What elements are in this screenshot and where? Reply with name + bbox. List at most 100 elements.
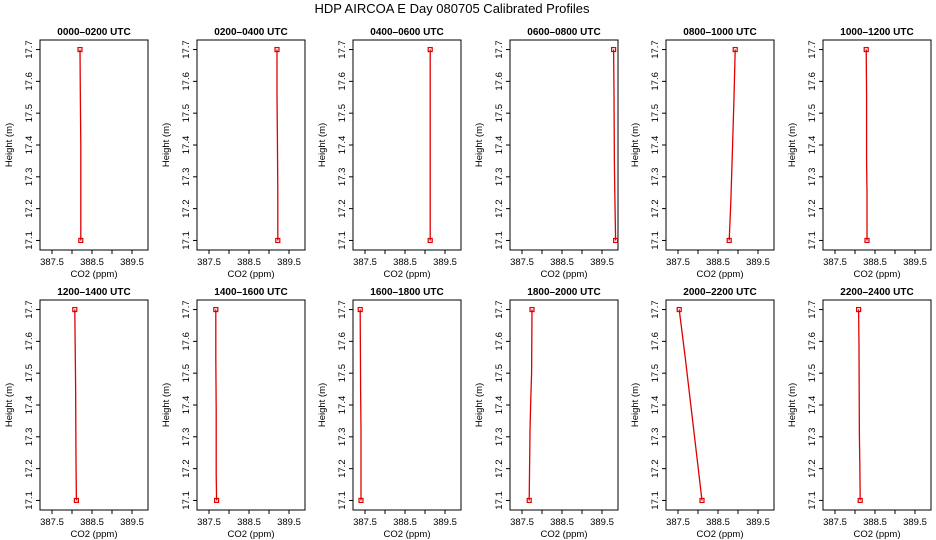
y-axis-label: Height (m) [630,123,641,167]
y-tick-label: 17.6 [807,72,818,91]
y-tick-label: 17.7 [24,40,35,59]
y-tick-label: 17.1 [337,231,348,250]
y-tick-label: 17.3 [650,168,661,187]
y-tick-label: 17.1 [181,491,192,510]
x-axis-label: CO2 (ppm) [697,269,744,280]
panel-10: 1800–2000 UTC 387.5 388.5 389.5 17.1 17.2 17.3… [474,287,619,540]
y-tick-label: 17.7 [181,40,192,59]
y-tick-label: 17.4 [494,136,505,155]
x-tick-label: 388.5 [706,517,730,528]
y-tick-label: 17.7 [650,40,661,59]
y-tick-label: 17.4 [650,136,661,155]
y-axis-label: Height (m) [317,123,328,167]
y-tick-label: 17.5 [181,104,192,123]
panel-11: 2000–2200 UTC 387.5 388.5 389.5 17.1 17.2 17.3… [630,287,775,540]
x-tick-label: 389.5 [590,517,614,528]
panel-1: 0000–0200 UTC 387.5 388.5 389.5 17.1 17.2 17.3… [4,27,149,280]
y-tick-label: 17.7 [337,40,348,59]
x-tick-label: 387.5 [40,517,64,528]
profile-point [78,237,84,244]
y-tick-label: 17.4 [650,396,661,415]
profile-point [275,237,281,244]
figure-title: HDP AIRCOA E Day 080705 Calibrated Profi… [314,1,590,16]
x-tick-label: 387.5 [510,257,534,268]
y-tick-label: 17.3 [181,428,192,447]
y-tick-label: 17.3 [181,168,192,187]
y-tick-label: 17.5 [807,364,818,383]
panel-title: 1600–1800 UTC [370,287,443,298]
y-tick-label: 17.7 [181,300,192,319]
profile-line [528,309,533,501]
plot-frame [39,299,149,511]
plot-frame [509,299,619,511]
y-tick-label: 17.3 [337,428,348,447]
y-tick-label: 17.6 [650,332,661,351]
y-tick-label: 17.2 [24,199,35,218]
x-tick-label: 387.5 [353,257,377,268]
panel-title: 1800–2000 UTC [527,287,600,298]
x-tick-label: 388.5 [80,517,104,528]
profile-point [427,237,433,244]
profile-line [215,309,218,501]
profile-line [79,49,82,241]
x-tick-label: 387.5 [666,257,690,268]
plot-frame [822,299,932,511]
profile-point [358,497,364,504]
plot-frame [352,39,462,251]
profile-point [857,497,863,504]
x-tick-label: 389.5 [277,517,301,528]
profile-line [728,49,736,241]
plot-frame [509,39,619,251]
x-tick-label: 388.5 [393,257,417,268]
y-tick-label: 17.7 [807,300,818,319]
profile-line [857,309,861,501]
y-tick-label: 17.6 [650,72,661,91]
y-tick-label: 17.6 [337,72,348,91]
profile-point [732,46,738,53]
y-tick-label: 17.4 [494,396,505,415]
y-tick-label: 17.4 [24,136,35,155]
y-axis-label: Height (m) [4,383,15,427]
y-axis-label: Height (m) [161,123,172,167]
x-axis-label: CO2 (ppm) [541,269,588,280]
profile-point [529,306,535,313]
y-tick-label: 17.6 [24,332,35,351]
y-tick-label: 17.2 [807,199,818,218]
panel-title: 1400–1600 UTC [214,287,287,298]
x-tick-label: 389.5 [746,517,770,528]
y-tick-label: 17.2 [650,459,661,478]
y-tick-label: 17.6 [337,332,348,351]
profile-point [214,497,220,504]
x-tick-label: 389.5 [277,257,301,268]
y-tick-label: 17.1 [494,231,505,250]
x-axis-label: CO2 (ppm) [71,269,118,280]
profile-line [865,49,868,241]
x-tick-label: 388.5 [80,257,104,268]
profile-point [726,237,732,244]
x-tick-label: 389.5 [903,517,927,528]
y-tick-label: 17.2 [24,459,35,478]
x-tick-label: 388.5 [237,257,261,268]
y-tick-label: 17.2 [181,199,192,218]
panel-6: 1000–1200 UTC 387.5 388.5 389.5 17.1 17.2 17.3… [787,27,932,280]
profile-point [274,46,280,53]
panel-title: 0800–1000 UTC [683,27,756,38]
profile-point [526,497,532,504]
profile-line [276,49,279,241]
x-tick-label: 389.5 [903,257,927,268]
x-tick-label: 389.5 [120,517,144,528]
profile-point [610,46,617,53]
y-tick-label: 17.6 [494,72,505,91]
y-tick-label: 17.7 [807,40,818,59]
x-tick-label: 387.5 [823,257,847,268]
x-axis-label: CO2 (ppm) [697,529,744,540]
x-tick-label: 387.5 [197,517,221,528]
y-tick-label: 17.1 [650,231,661,250]
y-tick-label: 17.2 [337,199,348,218]
profile-point [213,306,219,313]
x-axis-label: CO2 (ppm) [854,529,901,540]
y-tick-label: 17.5 [337,104,348,123]
x-tick-label: 389.5 [746,257,770,268]
y-tick-label: 17.3 [24,168,35,187]
